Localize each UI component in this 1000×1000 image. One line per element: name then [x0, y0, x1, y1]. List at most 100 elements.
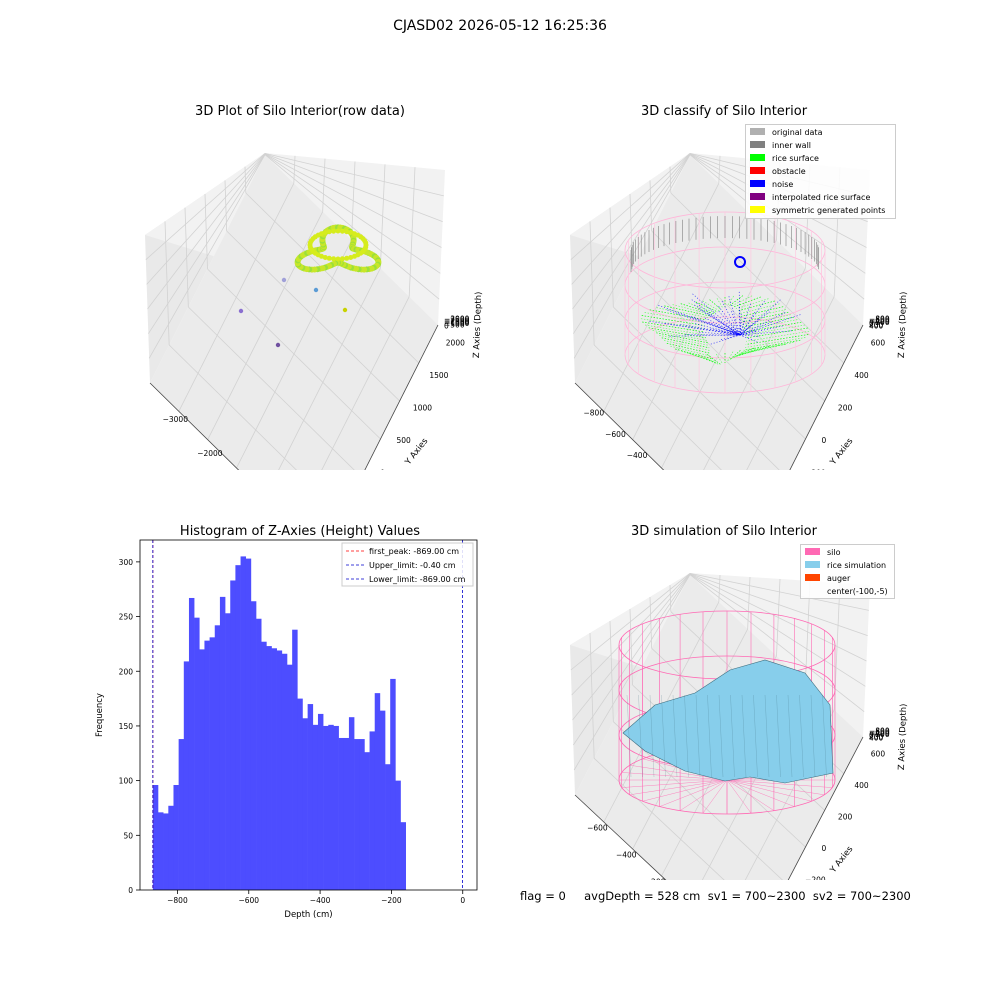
simulation-surface [618, 610, 836, 815]
noise-mark [739, 325, 751, 336]
noise-mark [710, 334, 741, 345]
histogram-bar [292, 629, 298, 890]
noise-mark [739, 322, 742, 336]
histogram-bar [163, 813, 169, 890]
silo-spoke [726, 779, 833, 788]
x-tick-label: −200 [381, 896, 402, 905]
x-tick-label: 0 [460, 896, 465, 905]
legend-swatch [805, 574, 820, 581]
z-tick-label: 0 [869, 731, 874, 740]
histogram-bar [199, 649, 205, 891]
rice-surface-mark [730, 348, 748, 360]
noise-mark [739, 334, 758, 343]
y-tick-label: 2000 [446, 338, 465, 347]
histogram-bar [194, 617, 200, 890]
rice-surface-mark [652, 330, 707, 341]
raw-point [322, 255, 328, 260]
outlier-point [342, 307, 348, 313]
raw-point [363, 240, 369, 246]
histogram-bar [323, 725, 329, 890]
classify-points [624, 211, 826, 394]
histogram-bar [338, 737, 345, 890]
histogram-bar [225, 613, 231, 890]
histogram-bar [261, 641, 267, 890]
raw-point [326, 255, 332, 261]
z-tick-label: −800 [869, 727, 890, 736]
legend-swatch [750, 128, 765, 135]
histogram-bar [385, 764, 391, 890]
noise-mark [718, 324, 741, 336]
legend-swatch [750, 206, 765, 213]
histogram-bar [178, 739, 185, 890]
silo-spoke [621, 779, 728, 788]
histogram-bar [158, 812, 164, 890]
outlier-point [275, 342, 281, 348]
z-axis-label: Z Axies (Depth) [472, 291, 484, 358]
y-tick-label: 400 [854, 781, 869, 790]
noise-mark [708, 313, 741, 336]
histogram-bar [400, 822, 406, 890]
legend-label: inner wall [772, 141, 811, 150]
x-tick-label: −600 [238, 896, 259, 905]
histogram-bar [230, 580, 236, 890]
x-tick-label: −800 [167, 896, 188, 905]
rice-surface-mark [726, 351, 734, 362]
z-tick-label: 0 [444, 321, 449, 330]
histogram-bar [173, 785, 179, 890]
plot-frame [139, 539, 478, 891]
noise-mark [721, 301, 741, 336]
grid-line [669, 166, 672, 194]
y-tick-label: 150 [119, 722, 134, 731]
raw-data-axes-box [145, 152, 445, 470]
x-tick-label: −3000 [163, 415, 189, 424]
legend-swatch [750, 141, 765, 148]
axis-line [364, 324, 439, 470]
y-tick-label: −200 [805, 875, 826, 880]
figure-title: CJASD02 2026-05-12 16:25:36 [393, 18, 607, 34]
y-tick-label: 50 [123, 831, 133, 840]
z-tick-label: 400 [869, 733, 884, 742]
histogram-bar [297, 698, 303, 890]
histogram-bar [235, 565, 241, 890]
raw-point [348, 255, 354, 260]
z-tick-label: −500 [444, 320, 465, 329]
legend-label: first_peak: -869.00 cm [369, 547, 459, 556]
mesh-line [638, 694, 643, 778]
grid-line [244, 166, 247, 194]
histogram-bar [328, 724, 334, 890]
silo-spoke [621, 772, 728, 781]
z-tick-label: −400 [869, 317, 890, 326]
noise-mark [649, 321, 741, 336]
silo-spoke [642, 779, 728, 802]
mesh-line [799, 694, 804, 778]
z-tick-label: −600 [869, 316, 890, 325]
y-tick-label: 0 [128, 886, 133, 895]
noise-mark [739, 334, 759, 337]
legend-label: rice surface [772, 154, 819, 163]
rice-surface-mark [745, 327, 808, 339]
status-footer: flag = 0 avgDepth = 528 cm sv1 = 700~230… [520, 889, 911, 903]
rice-surface-mark [716, 298, 724, 309]
histogram-bar [312, 724, 319, 890]
mesh-line [810, 694, 816, 778]
outlier-point [281, 277, 287, 283]
outlier-point [313, 287, 319, 293]
histogram-bar [343, 737, 350, 890]
x-tick-label: −600 [587, 824, 608, 833]
y-tick-label: 200 [838, 403, 853, 412]
histogram-bar [374, 693, 381, 891]
legend-swatch [750, 167, 765, 174]
histogram-bar [209, 637, 216, 890]
legend-label: symmetric generated points [772, 206, 885, 215]
noise-mark [658, 304, 741, 336]
rice-surface-mark [709, 299, 722, 310]
silo-spoke [726, 779, 752, 814]
rice-surface-mark [726, 295, 734, 307]
histogram-bar [348, 717, 355, 890]
legend-label: auger [827, 574, 851, 583]
legend-label: rice simulation [827, 561, 886, 570]
histogram-bar [364, 752, 370, 890]
y-tick-label: 500 [397, 436, 412, 445]
rice-surface-mark [649, 309, 707, 321]
histogram-bar [354, 739, 360, 890]
